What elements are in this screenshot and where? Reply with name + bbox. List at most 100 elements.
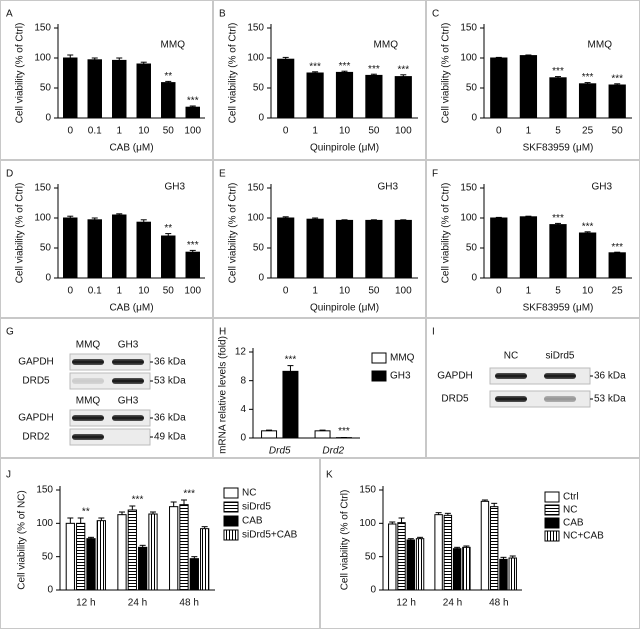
bar: [87, 219, 102, 279]
y-tick-label: 4: [240, 404, 246, 415]
bar: [365, 219, 383, 279]
bar: [117, 514, 127, 591]
protein-label: GAPDH: [437, 371, 473, 382]
y-tick-label: 100: [34, 53, 51, 64]
legend-swatch: [544, 504, 560, 516]
bar: [185, 251, 200, 279]
x-tick-label: 24 h: [128, 598, 147, 609]
bar: [443, 514, 453, 591]
blot-band: [495, 373, 527, 379]
legend-label: NC: [563, 505, 577, 516]
bar: [261, 430, 278, 439]
significance: ***: [552, 66, 564, 77]
y-axis-label: Cell viability (% of Ctrl): [441, 23, 452, 124]
bar: [608, 84, 626, 119]
blot-band: [72, 434, 104, 440]
bar: [136, 63, 151, 119]
protein-label: GAPDH: [18, 357, 54, 368]
bar: [65, 522, 75, 591]
y-tick-label: 100: [460, 53, 477, 64]
x-tick-label: 10: [138, 286, 150, 297]
legend-swatch: [223, 529, 239, 541]
x-tick-label: 0.1: [88, 286, 102, 297]
x-axis-label: CAB (μM): [109, 143, 153, 154]
blot-band: [112, 415, 144, 421]
bar: [200, 528, 210, 591]
bar: [490, 57, 508, 119]
x-tick-label: 25: [612, 286, 624, 297]
legend-swatch: [371, 352, 387, 364]
x-tick-label: 1: [312, 126, 318, 137]
x-tick-label: 10: [339, 126, 351, 137]
blot-band: [495, 396, 527, 402]
panel-label: F: [432, 169, 438, 180]
x-tick-label: 0: [496, 126, 502, 137]
y-tick-label: 150: [34, 23, 51, 34]
significance: **: [82, 507, 90, 518]
panel-label: E: [219, 169, 226, 180]
y-tick-label: 0: [471, 113, 477, 124]
panel-label: I: [432, 327, 435, 338]
bar: [549, 77, 567, 119]
size-label: 49 kDa: [154, 432, 186, 443]
x-tick-label: 50: [163, 126, 175, 137]
x-tick-label: 50: [612, 126, 624, 137]
blot-band: [72, 415, 104, 421]
x-tick-label: 100: [395, 286, 412, 297]
cell-line-label: GH3: [377, 182, 398, 193]
significance: ***: [183, 489, 195, 500]
significance: ***: [611, 242, 623, 253]
size-label: 36 kDa: [594, 371, 626, 382]
bar: [277, 217, 295, 279]
bar: [499, 558, 508, 591]
x-axis-label: Quinpirole (μM): [310, 303, 379, 314]
y-axis-label: Cell viability (% of Ctrl): [441, 183, 452, 284]
y-tick-label: 0: [258, 113, 264, 124]
significance: ***: [582, 221, 594, 232]
x-tick-label: 48 h: [179, 598, 198, 609]
x-tick-label: 0: [283, 286, 289, 297]
bar: [179, 504, 189, 591]
y-tick-label: 50: [40, 243, 52, 254]
y-tick-label: 150: [359, 485, 376, 496]
significance: ***: [309, 61, 321, 72]
legend-label: NC: [242, 488, 256, 499]
x-tick-label: 0: [496, 286, 502, 297]
legend-swatch: [223, 487, 239, 499]
protein-label: DRD5: [22, 376, 50, 387]
legend-label: MMQ: [390, 353, 415, 364]
x-tick-label: 10: [582, 286, 594, 297]
cell-line-label: MMQ: [161, 40, 186, 51]
bar: [434, 514, 443, 591]
y-tick-label: 150: [247, 183, 264, 194]
bar: [489, 506, 499, 591]
bar: [161, 82, 176, 119]
significance: ***: [132, 495, 144, 506]
protein-label: GAPDH: [18, 413, 54, 424]
blot-band: [112, 359, 144, 365]
significance: ***: [368, 64, 380, 75]
legend-swatch: [371, 370, 387, 382]
bar: [519, 55, 538, 119]
bar: [138, 546, 148, 591]
x-tick-label: 48 h: [489, 598, 508, 609]
legend-label: CAB: [563, 518, 584, 529]
bar: [335, 71, 354, 119]
bar: [480, 500, 490, 591]
cell-line-label: MMQ: [588, 40, 613, 51]
y-tick-label: 0: [258, 273, 264, 284]
significance: ***: [582, 72, 594, 83]
significance: **: [164, 71, 172, 82]
significance: ***: [285, 354, 297, 365]
y-tick-label: 50: [253, 83, 265, 94]
bar: [189, 558, 199, 591]
legend-swatch: [544, 517, 560, 529]
cell-line-label: GH3: [164, 182, 185, 193]
bar: [388, 523, 397, 591]
x-tick-label: 12 h: [76, 598, 95, 609]
significance: ***: [339, 61, 351, 72]
blot-band: [72, 378, 104, 384]
bar: [519, 216, 538, 279]
significance: ***: [187, 240, 199, 251]
lane-label: siDrd5: [546, 351, 575, 362]
